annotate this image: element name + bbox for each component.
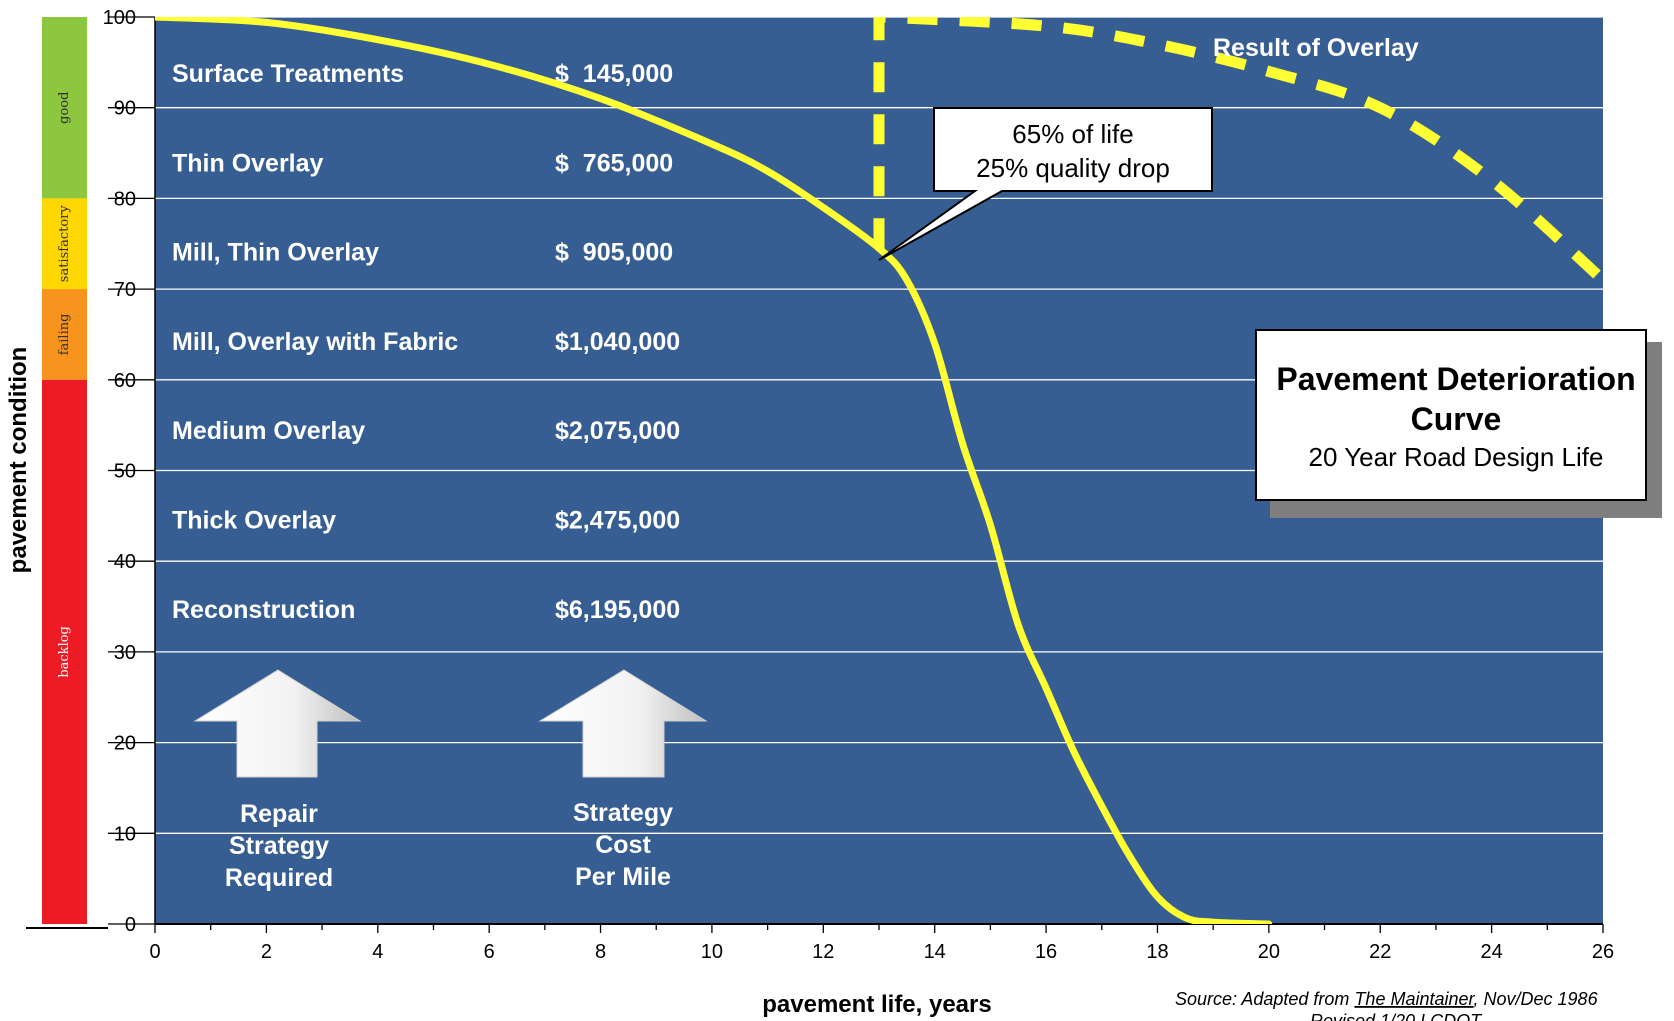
strategy-cost: $ 145,000 [555,60,673,88]
strategy-table: Surface Treatments $ 145,000 Thin Overlay $… [172,60,680,624]
x-tick-label: 24 [1480,941,1502,963]
zone-label-backlog: backlog [57,626,72,678]
strategy-name: Mill, Thin Overlay [172,239,379,267]
x-tick-label: 2 [261,941,272,963]
y-tick-label: 100 [103,7,136,29]
zone-label-failing: failing [57,314,72,356]
y-axis-title: pavement condition [5,347,32,574]
source-publication: The Maintainer [1354,989,1475,1009]
zone-satisfactory [42,198,87,290]
y-tick-label: 10 [114,823,136,845]
source-revised: Revised 1/20 LCDOT [1310,1011,1483,1021]
cost-label-line: Cost [595,831,651,859]
strategy-cost-arrow [538,669,708,778]
y-tick-label: 20 [114,733,136,755]
x-tick-label: 4 [372,941,383,963]
title-box: Pavement Deterioration Curve 20 Year Roa… [1255,329,1662,518]
x-axis-title: pavement life, years [762,991,991,1018]
zone-good [42,17,87,199]
strategy-name: Thin Overlay [172,149,324,177]
condition-zone-bar: good satisfactory failing backlog [42,17,87,924]
cost-label-line: Strategy [573,799,673,827]
source-prefix: Source: Adapted from [1175,989,1354,1009]
repair-strategy-arrow [193,669,362,778]
strategy-cost: $1,040,000 [555,328,680,356]
y-axis-ticks: 0 10 20 30 40 50 60 70 80 90 100 [103,7,155,936]
zone-label-satisfactory: satisfactory [57,205,72,283]
strategy-cost: $2,475,000 [555,507,680,535]
repair-label-line: Required [225,864,333,892]
x-tick-label: 12 [812,941,834,963]
chart-subtitle: 20 Year Road Design Life [1309,442,1604,472]
y-tick-label: 90 [114,98,136,120]
strategy-cost: $ 765,000 [555,149,673,177]
strategy-name: Medium Overlay [172,417,365,445]
chart-title-line-2: Curve [1411,401,1502,437]
strategy-cost: $2,075,000 [555,417,680,445]
strategy-cost: $6,195,000 [555,596,680,624]
y-tick-label: 30 [114,642,136,664]
source-note: Source: Adapted from The Maintainer, Nov… [1175,989,1599,1009]
repair-label-line: Strategy [229,832,329,860]
y-tick-label: 0 [125,914,136,936]
callout: 65% of life 25% quality drop [878,107,1213,261]
x-axis-ticks: 0 2 4 6 8 10 12 14 16 18 20 22 24 26 [149,924,1614,963]
x-tick-label: 26 [1592,941,1614,963]
zone-failing [42,289,87,380]
y-tick-label: 50 [114,461,136,483]
x-tick-label: 22 [1369,941,1391,963]
x-tick-label: 0 [149,941,160,963]
zone-backlog [42,379,87,924]
x-tick-label: 18 [1146,941,1168,963]
zone-label-good: good [57,92,72,124]
strategy-cost: $ 905,000 [555,239,673,267]
callout-line-2: 25% quality drop [976,153,1170,183]
strategy-name: Surface Treatments [172,60,404,88]
y-tick-label: 60 [114,370,136,392]
x-tick-label: 14 [924,941,946,963]
x-tick-label: 10 [701,941,723,963]
y-tick-label: 40 [114,551,136,573]
cost-label-line: Per Mile [575,863,671,891]
arrow-labels: Repair Strategy Required Strategy Cost Per Mi… [225,799,673,892]
y-tick-label: 80 [114,188,136,210]
strategy-name: Thick Overlay [172,507,336,535]
deterioration-curve [155,17,1273,924]
source-suffix: , Nov/Dec 1986 [1474,989,1599,1009]
x-tick-label: 6 [484,941,495,963]
repair-label-line: Repair [240,800,318,828]
chart-title-line-1: Pavement Deterioration [1276,361,1635,397]
y-tick-label: 70 [114,279,136,301]
overlay-result-label: Result of Overlay [1213,34,1419,62]
overlay-result-curve [873,17,1603,285]
strategy-name: Mill, Overlay with Fabric [172,328,458,356]
x-tick-label: 8 [595,941,606,963]
x-tick-label: 16 [1035,941,1057,963]
strategy-name: Reconstruction [172,596,355,624]
x-tick-label: 20 [1258,941,1280,963]
callout-line-1: 65% of life [1012,119,1133,149]
